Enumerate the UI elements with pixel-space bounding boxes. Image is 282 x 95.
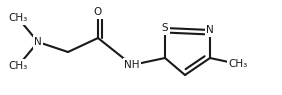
Text: S: S [162,23,168,33]
Text: CH₃: CH₃ [228,59,248,69]
Text: O: O [94,7,102,17]
Text: N: N [34,37,42,47]
Text: NH: NH [124,60,140,70]
Text: CH₃: CH₃ [8,61,28,71]
Text: CH₃: CH₃ [8,13,28,23]
Text: N: N [206,25,214,35]
